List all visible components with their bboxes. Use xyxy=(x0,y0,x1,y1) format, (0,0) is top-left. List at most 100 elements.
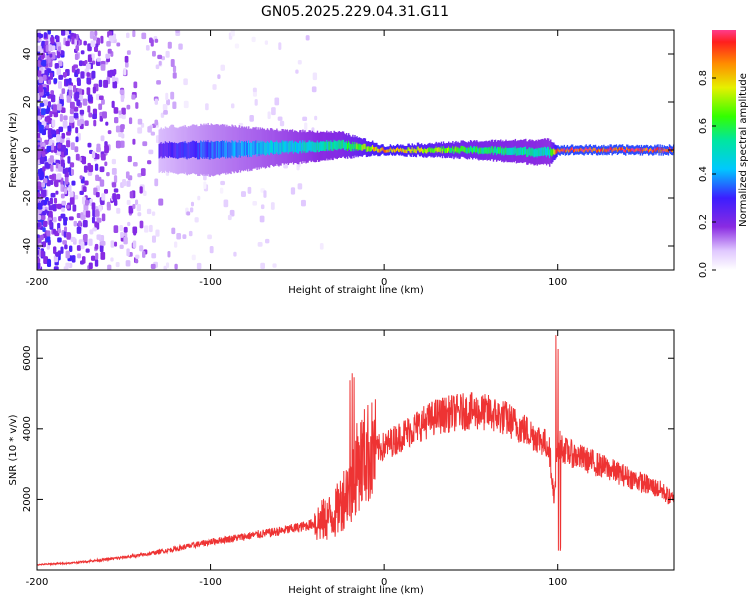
heatmap-cell xyxy=(515,148,518,157)
heatmap-cell xyxy=(56,134,61,142)
heatmap-cell xyxy=(59,113,63,122)
heatmap-cell xyxy=(493,146,496,154)
heatmap-cell xyxy=(123,226,128,233)
heatmap-cell xyxy=(616,149,619,153)
heatmap-cell xyxy=(304,140,306,151)
heatmap-cell xyxy=(260,142,262,156)
x-tick-label: 0 xyxy=(381,277,387,288)
heatmap-cell xyxy=(427,148,429,153)
heatmap-cell xyxy=(59,93,64,100)
heatmap-cell xyxy=(137,212,142,217)
heatmap-cell xyxy=(100,35,104,44)
heatmap-cell xyxy=(483,147,485,154)
heatmap-cell xyxy=(610,147,612,151)
heatmap-cell xyxy=(113,225,119,233)
heatmap-cell xyxy=(479,147,481,154)
heatmap-cell xyxy=(121,107,126,115)
heatmap-cell xyxy=(104,161,108,167)
heatmap-cell xyxy=(247,186,252,194)
heatmap-cell xyxy=(39,234,44,241)
heatmap-cell xyxy=(89,229,94,235)
heatmap-cell xyxy=(167,143,170,158)
heatmap-cell xyxy=(203,140,205,158)
heatmap-cell xyxy=(633,149,635,153)
heatmap-cell xyxy=(555,149,557,154)
heatmap-cell xyxy=(79,190,84,196)
heatmap-cell xyxy=(112,193,117,200)
heatmap-cell xyxy=(106,201,111,208)
heatmap-cell xyxy=(94,243,99,250)
heatmap-cell xyxy=(336,141,338,151)
heatmap-cell xyxy=(466,148,469,154)
heatmap-cell xyxy=(496,147,499,154)
y-tick-label: 0 xyxy=(22,147,33,153)
heatmap-cell xyxy=(151,235,156,243)
heatmap-cell xyxy=(636,147,638,151)
heatmap-cell xyxy=(120,231,124,238)
heatmap-cell xyxy=(561,148,563,152)
heatmap-cell xyxy=(431,147,433,153)
heatmap-cell xyxy=(57,228,61,234)
heatmap-cell xyxy=(642,148,645,152)
heatmap-cell xyxy=(527,149,529,158)
heatmap-cell xyxy=(305,35,310,41)
heatmap-cell xyxy=(82,234,88,242)
heatmap-cell xyxy=(63,266,69,270)
heatmap-cell xyxy=(666,148,669,152)
heatmap-cell xyxy=(167,41,172,49)
heatmap-cell xyxy=(94,30,98,37)
heatmap-cell xyxy=(142,250,146,258)
heatmap-cell xyxy=(607,148,609,152)
heatmap-cell xyxy=(69,101,75,109)
heatmap-cell xyxy=(65,40,70,47)
heatmap-cell xyxy=(133,81,138,89)
heatmap-cell xyxy=(613,147,615,151)
heatmap-cell xyxy=(618,147,621,151)
heatmap-cell xyxy=(45,91,50,97)
heatmap-cell xyxy=(188,142,191,159)
heatmap-cell xyxy=(80,260,84,265)
heatmap-cell xyxy=(46,179,51,187)
colorbar-ticks: 0.0 0.2 0.4 0.6 0.8 xyxy=(698,70,716,278)
heatmap-cell xyxy=(161,143,164,159)
heatmap-cell xyxy=(57,237,62,243)
heatmap-cell xyxy=(37,115,42,121)
x-tick-label: -100 xyxy=(199,277,222,288)
heatmap-cell xyxy=(71,169,75,176)
colorbar-tick-label: 0.2 xyxy=(698,214,709,230)
heatmap-cell xyxy=(52,104,58,113)
heatmap-cell xyxy=(50,179,54,186)
heatmap-cell xyxy=(464,147,467,153)
heatmap-cell xyxy=(259,215,265,223)
heatmap-cell xyxy=(120,140,125,148)
heatmap-cell xyxy=(96,217,102,223)
colorbar: 0.0 0.2 0.4 0.6 0.8 Normalized spectral ampl… xyxy=(698,30,749,278)
heatmap-cell xyxy=(39,33,44,39)
heatmap-cell xyxy=(338,139,341,149)
heatmap-cell xyxy=(448,146,450,152)
heatmap-cell xyxy=(549,149,551,159)
heatmap-cell xyxy=(176,233,182,240)
heatmap-cell xyxy=(107,70,113,78)
heatmap-cell xyxy=(78,220,82,227)
heatmap-cell xyxy=(84,180,89,186)
heatmap-cell xyxy=(481,147,483,154)
heatmap-cell xyxy=(456,147,458,154)
heatmap-cell xyxy=(268,142,271,156)
heatmap-cell xyxy=(235,141,237,158)
heatmap-cell xyxy=(359,143,361,151)
heatmap-cell xyxy=(160,112,165,118)
heatmap-cell xyxy=(540,147,543,156)
heatmap-cell xyxy=(62,168,67,174)
heatmap-cell xyxy=(64,188,68,195)
heatmap-cell xyxy=(358,143,360,150)
heatmap-cell xyxy=(473,146,475,153)
heatmap-cell xyxy=(313,142,316,153)
heatmap-cell xyxy=(113,69,117,75)
heatmap-cell xyxy=(599,149,601,153)
heatmap-cell xyxy=(78,60,83,67)
heatmap-cell xyxy=(68,216,74,221)
heatmap-cell xyxy=(58,126,64,133)
heatmap-cell xyxy=(653,149,655,153)
heatmap-cell xyxy=(361,145,363,151)
